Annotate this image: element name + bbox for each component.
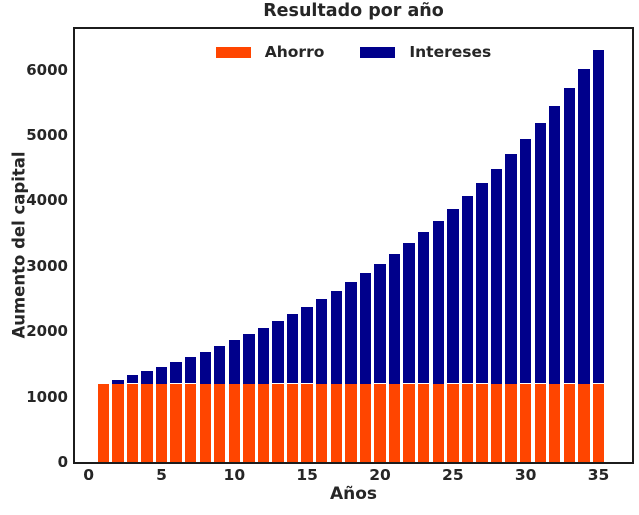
x-tick-label-0: 0 xyxy=(83,466,95,484)
legend-label-ahorro: Ahorro xyxy=(264,43,325,61)
x-tick-label-30: 30 xyxy=(514,466,537,484)
y-tick-label-0: 0 xyxy=(57,453,68,471)
chart-title: Resultado por año xyxy=(263,1,444,21)
ahorro-swatch-icon xyxy=(215,46,251,58)
y-axis-title: Aumento del capital xyxy=(9,151,29,339)
y-tick-label-5000: 5000 xyxy=(26,125,68,144)
x-tick-label-20: 20 xyxy=(369,466,391,484)
x-tick-label-35: 35 xyxy=(587,466,610,484)
plot-area xyxy=(73,27,634,464)
x-tick-label-25: 25 xyxy=(442,466,464,484)
x-axis-title: Años xyxy=(329,484,378,504)
intereses-swatch-icon xyxy=(360,46,396,58)
legend: Ahorro Intereses xyxy=(73,41,634,63)
x-tick-label-10: 10 xyxy=(223,466,246,484)
x-tick-label-5: 5 xyxy=(156,466,167,484)
legend-label-intereses: Intereses xyxy=(409,43,492,61)
y-tick-label-6000: 6000 xyxy=(26,60,68,79)
x-tick-label-15: 15 xyxy=(296,466,318,484)
legend-item-ahorro: Ahorro xyxy=(215,43,325,61)
y-tick-label-1000: 1000 xyxy=(26,387,68,406)
legend-item-intereses: Intereses xyxy=(360,43,491,61)
